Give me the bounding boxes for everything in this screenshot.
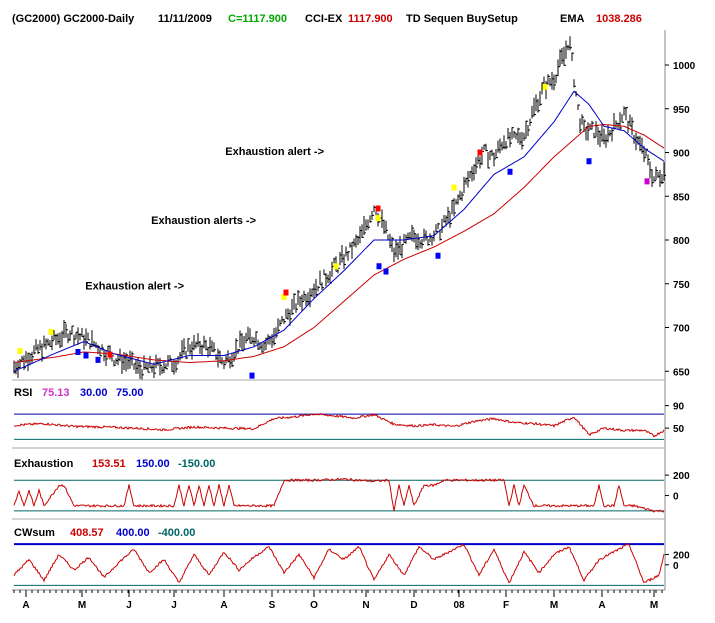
y-tick-label: 900: [673, 149, 690, 160]
blue-setup-mark: [507, 168, 513, 175]
red-setup-mark: [283, 289, 289, 296]
yellow-setup-mark: [375, 215, 381, 222]
rsi-current-value: 75.13: [42, 387, 70, 399]
y-tick-label: 700: [673, 324, 690, 335]
cwsum-title-label: CWsum: [14, 527, 55, 539]
indicator-line: [13, 412, 665, 438]
indicator-line: [13, 542, 665, 584]
x-tick-label: J: [126, 600, 132, 611]
chart-header: (GC2000) GC2000-Daily 11/11/2009 C=1117.…: [12, 13, 642, 25]
cwsum-lower-value: -400.00: [158, 527, 195, 539]
rsi-title: RSI 75.13 30.00 75.00: [14, 387, 144, 399]
rsi-title-label: RSI: [14, 387, 32, 399]
y-tick-label: 0: [673, 561, 679, 572]
y-tick-label: 850: [673, 192, 690, 203]
yellow-setup-mark: [333, 263, 339, 270]
blue-setup-mark: [376, 263, 382, 270]
rsi-panel: 90 50: [13, 402, 685, 440]
x-axis: A M J J A S O N D 08 F M A M: [13, 590, 663, 611]
y-tick-label: 50: [673, 424, 685, 435]
price-panel: 650 700 750 800 850 900 950 1000: [13, 36, 696, 380]
y-tick-label: 90: [673, 402, 685, 413]
y-tick-label: 950: [673, 105, 690, 116]
yellow-setup-mark: [17, 348, 23, 355]
blue-setup-mark: [383, 268, 389, 275]
ema-value: 1038.286: [596, 13, 642, 25]
exhaustion-lower-value: -150.00: [178, 458, 215, 470]
blue-setup-mark: [75, 349, 81, 355]
y-tick-label: 0: [673, 492, 679, 503]
exhaustion-title: Exhaustion 153.51 150.00 -150.00: [14, 458, 215, 470]
td-label: TD Sequen BuySetup: [406, 13, 518, 25]
x-tick-label: F: [503, 600, 509, 611]
x-tick-label: A: [598, 600, 605, 611]
x-tick-label: O: [310, 600, 318, 611]
y-tick-label: 650: [673, 367, 690, 378]
ema-label: EMA: [560, 13, 585, 25]
exhaustion-upper-value: 150.00: [136, 458, 170, 470]
x-tick-label: M: [650, 600, 658, 611]
instrument-label: (GC2000) GC2000-Daily: [12, 13, 135, 25]
blue-setup-mark: [249, 372, 255, 379]
x-tick-label: S: [269, 600, 276, 611]
exhaustion-title-label: Exhaustion: [14, 458, 74, 470]
red-setup-mark: [107, 351, 113, 358]
y-tick-label: 200: [673, 550, 690, 561]
exhaustion-alerts-annotation: Exhaustion alerts ->: [151, 215, 256, 227]
annotations: Exhaustion alert -> Exhaustion alerts ->…: [85, 146, 324, 293]
x-tick-label: M: [550, 600, 558, 611]
exhaustion-alert-annotation: Exhaustion alert ->: [225, 146, 324, 158]
blue-setup-mark: [83, 352, 89, 359]
x-tick-label: A: [220, 600, 227, 611]
y-tick-label: 200: [673, 471, 690, 482]
exhaustion-panel: 2000: [13, 471, 690, 513]
blue-setup-mark: [435, 252, 441, 259]
ema-fast-line: [13, 90, 665, 372]
yellow-setup-mark: [48, 328, 54, 335]
x-tick-label: J: [171, 600, 177, 611]
cwsum-upper-value: 400.00: [116, 527, 150, 539]
yellow-setup-mark: [281, 293, 287, 300]
red-setup-mark: [375, 205, 381, 212]
cwsum-title: CWsum 408.57 400.00 -400.00: [14, 527, 195, 539]
cci-value: 1117.900: [348, 13, 393, 25]
x-tick-label: M: [78, 600, 86, 611]
x-tick-label: D: [410, 600, 417, 611]
y-tick-label: 800: [673, 236, 690, 247]
x-tick-label: A: [22, 600, 29, 611]
cci-label: CCI-EX: [305, 13, 343, 25]
blue-setup-mark: [95, 356, 101, 363]
close-label: C=1117.900: [228, 13, 287, 25]
date-label: 11/11/2009: [158, 13, 212, 25]
cwsum-panel: 2000: [13, 542, 690, 586]
ema-slow-line: [13, 123, 665, 364]
y-tick-label: 750: [673, 280, 690, 291]
x-tick-label: N: [362, 600, 369, 611]
yellow-setup-mark: [542, 83, 548, 90]
indicator-line: [13, 477, 665, 513]
red-setup-mark: [477, 149, 483, 156]
y-tick-label: 1000: [673, 61, 696, 72]
yellow-setup-mark: [451, 184, 457, 191]
blue-setup-mark: [586, 158, 592, 165]
x-tick-label: 08: [453, 600, 465, 611]
exhaustion-current-value: 153.51: [92, 458, 126, 470]
cwsum-current-value: 408.57: [70, 527, 104, 539]
rsi-upper-value: 75.00: [116, 387, 144, 399]
purple-setup-mark: [644, 178, 650, 185]
exhaustion-alert-annotation: Exhaustion alert ->: [85, 281, 184, 293]
rsi-lower-value: 30.00: [80, 387, 108, 399]
price-bars: [13, 36, 666, 380]
